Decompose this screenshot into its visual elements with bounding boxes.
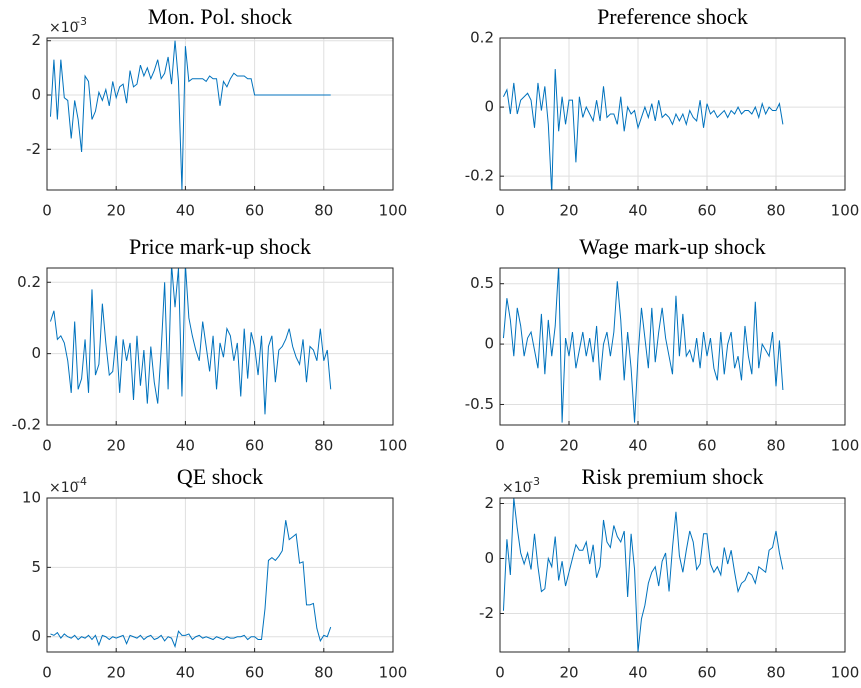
axes-background <box>500 38 845 190</box>
x-tick-label: 40 <box>176 202 195 220</box>
x-tick-label: 100 <box>831 437 860 455</box>
y-tick-label: -2 <box>26 140 41 158</box>
x-tick-label: 0 <box>495 202 505 220</box>
y-tick-label: 0.5 <box>470 274 494 292</box>
x-tick-label: 80 <box>314 664 333 682</box>
axes-box <box>46 497 394 653</box>
axes-background <box>47 38 393 190</box>
x-tick-label: 60 <box>697 664 716 682</box>
y-tick-label: 0 <box>31 627 41 645</box>
axis-multiplier: ×10 <box>49 480 79 496</box>
y-tick-label: 5 <box>31 558 41 576</box>
x-tick-label: 0 <box>495 437 505 455</box>
x-tick-label: 100 <box>379 202 408 220</box>
y-tick-label: 10 <box>22 489 41 507</box>
x-tick-label: 0 <box>42 664 52 682</box>
x-tick-label: 40 <box>176 437 195 455</box>
x-tick-label: 80 <box>314 202 333 220</box>
x-tick-label: 40 <box>628 202 647 220</box>
axes-background <box>500 498 845 652</box>
y-tick-label: -0.2 <box>465 167 494 185</box>
axes-box <box>499 37 846 191</box>
x-tick-label: 60 <box>245 437 264 455</box>
y-tick-label: 2 <box>31 31 41 49</box>
chart-title: Wage mark-up shock <box>579 234 765 259</box>
axes-box <box>499 267 846 426</box>
axis-multiplier: ×10 <box>502 480 532 496</box>
x-tick-label: 20 <box>107 664 126 682</box>
x-tick-label: 40 <box>628 664 647 682</box>
x-tick-label: 80 <box>766 202 785 220</box>
chart-title: Mon. Pol. shock <box>148 4 292 29</box>
y-tick-label: 0 <box>31 344 41 362</box>
x-tick-label: 0 <box>495 664 505 682</box>
x-tick-label: 20 <box>559 664 578 682</box>
axes-box <box>46 37 394 191</box>
axes-box <box>46 267 394 426</box>
axis-multiplier-exponent: -3 <box>76 15 87 28</box>
x-tick-label: 40 <box>176 664 195 682</box>
data-line <box>503 69 784 190</box>
x-tick-label: 20 <box>559 437 578 455</box>
axis-multiplier: ×10 <box>49 20 79 36</box>
y-tick-label: 0.2 <box>17 273 41 291</box>
axis-multiplier-exponent: -4 <box>76 475 87 488</box>
y-tick-label: 0.2 <box>470 29 494 47</box>
data-line <box>49 40 331 190</box>
x-tick-label: 60 <box>697 202 716 220</box>
x-tick-label: 20 <box>107 202 126 220</box>
data-line <box>502 268 784 423</box>
x-tick-label: 0 <box>42 437 52 455</box>
x-tick-label: 80 <box>766 664 785 682</box>
x-tick-label: 20 <box>107 437 126 455</box>
x-tick-label: 100 <box>831 664 860 682</box>
x-tick-label: 60 <box>245 202 264 220</box>
x-tick-label: 100 <box>831 202 860 220</box>
chart-title: QE shock <box>177 464 263 489</box>
data-line <box>502 498 784 652</box>
x-tick-label: 40 <box>628 437 647 455</box>
axes-background <box>500 268 845 425</box>
y-tick-label: 0 <box>31 86 41 104</box>
x-tick-label: 100 <box>379 664 408 682</box>
x-tick-label: 0 <box>42 202 52 220</box>
x-tick-label: 20 <box>559 202 578 220</box>
axes-box <box>499 497 846 653</box>
y-tick-label: 0 <box>484 335 494 353</box>
x-tick-label: 100 <box>379 437 408 455</box>
x-tick-label: 80 <box>766 437 785 455</box>
chart-title: Preference shock <box>597 4 748 29</box>
chart-title: Risk premium shock <box>581 464 763 489</box>
y-tick-label: 0 <box>484 549 494 567</box>
y-tick-label: -0.2 <box>12 416 41 434</box>
data-line <box>50 520 332 649</box>
axis-multiplier-exponent: -3 <box>529 475 540 488</box>
axes-background <box>47 498 393 652</box>
x-tick-label: 60 <box>245 664 264 682</box>
y-tick-label: 2 <box>484 494 494 512</box>
chart-title: Price mark-up shock <box>129 234 311 259</box>
y-tick-label: -2 <box>479 604 494 622</box>
y-tick-label: 0 <box>484 98 494 116</box>
y-tick-label: -0.5 <box>465 395 494 413</box>
x-tick-label: 60 <box>697 437 716 455</box>
data-line <box>49 268 332 415</box>
x-tick-label: 80 <box>314 437 333 455</box>
